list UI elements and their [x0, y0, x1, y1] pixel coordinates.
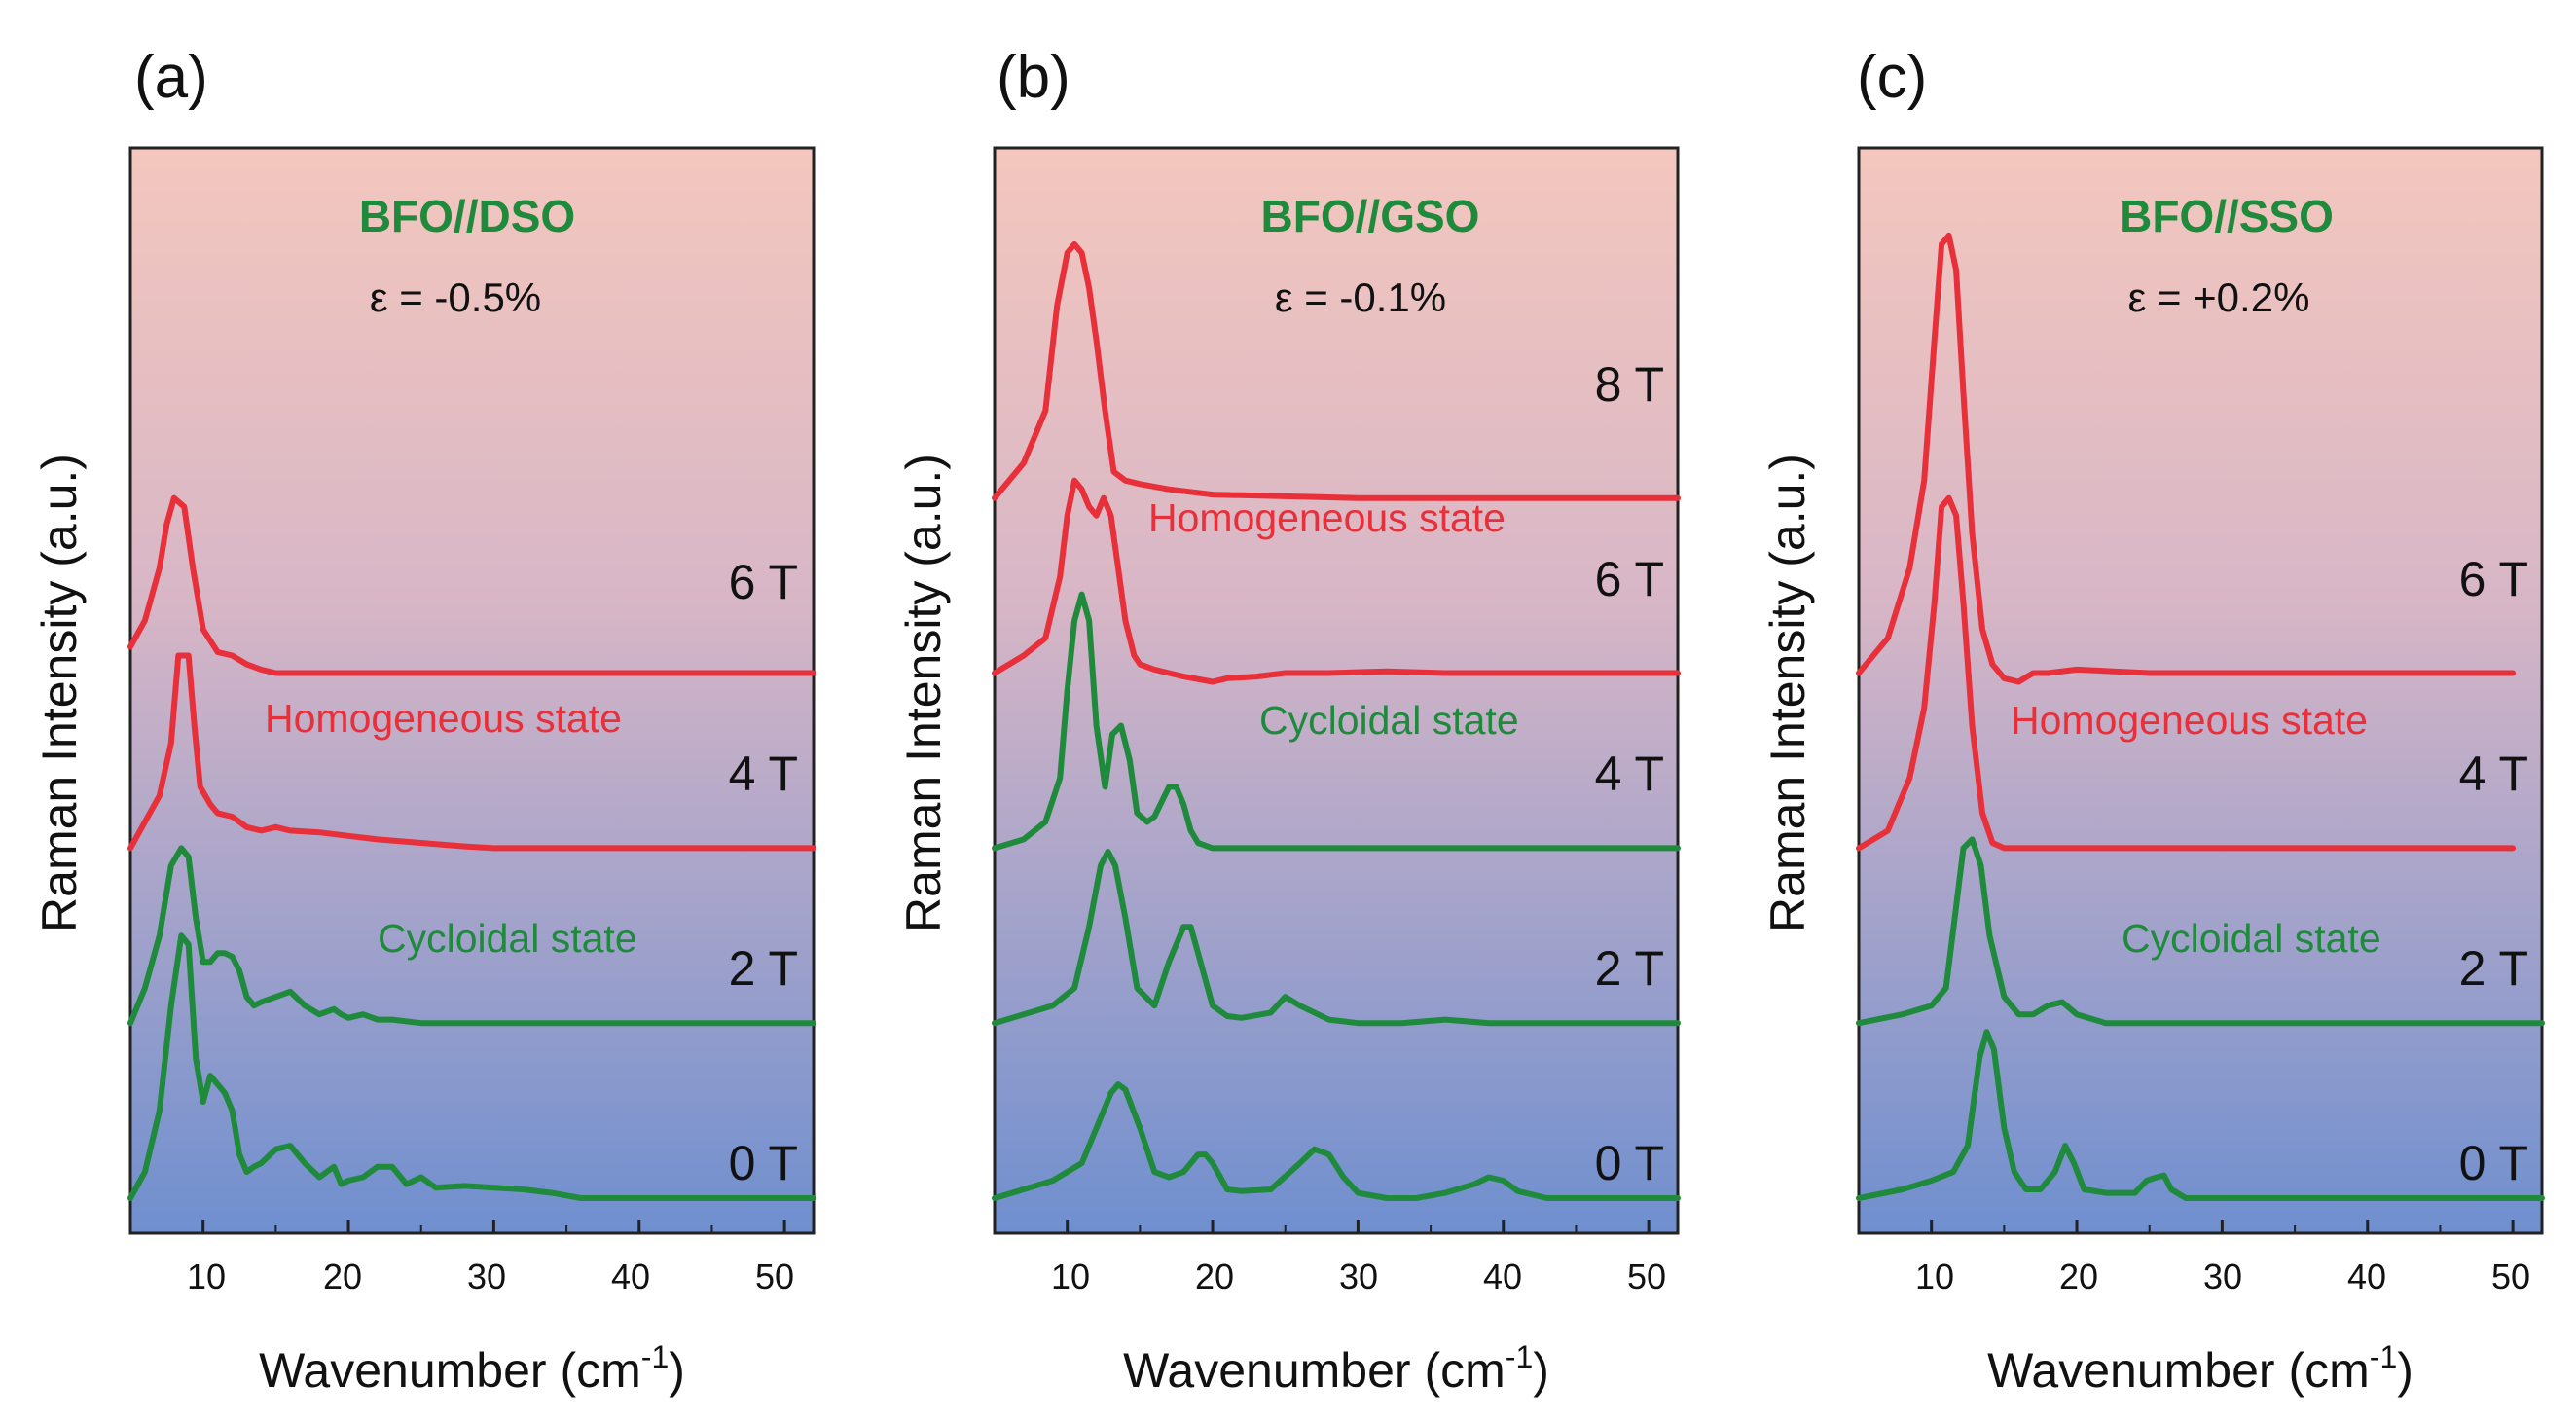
tick-label-c-10: 10	[1915, 1257, 1954, 1296]
y-axis-label-a: Raman Intensity (a.u.)	[32, 454, 87, 932]
tick-label-c-20: 20	[2059, 1257, 2098, 1296]
spectrum-b-2T	[992, 849, 1681, 1027]
tick-label-a-20: 20	[323, 1257, 362, 1296]
spectrum-b-0T	[992, 1081, 1681, 1201]
tick-label-a-10: 10	[187, 1257, 226, 1296]
tick-label-b-10: 10	[1051, 1257, 1090, 1296]
tick-label-a-50: 50	[755, 1257, 794, 1296]
field-label-c-4T: 4 T	[2459, 747, 2528, 801]
cycloidal-state-label-a: Cycloidal state	[378, 916, 637, 961]
field-label-a-2T: 2 T	[729, 941, 798, 996]
spectrum-a-0T	[127, 932, 816, 1201]
spectrum-c-4T	[1856, 494, 2517, 852]
spectrum-a-2T	[127, 845, 816, 1027]
tick-label-c-40: 40	[2347, 1257, 2386, 1296]
y-axis-label-c: Raman Intensity (a.u.)	[1760, 454, 1815, 932]
field-label-b-8T: 8 T	[1595, 357, 1664, 412]
x-axis-label-b: Wavenumber (cm-1)	[1123, 1339, 1549, 1398]
spectrum-b-6T	[992, 477, 1681, 685]
sample-title-b: BFO//GSO	[1261, 191, 1480, 241]
tick-label-b-50: 50	[1627, 1257, 1666, 1296]
field-label-c-0T: 0 T	[2459, 1136, 2528, 1190]
field-label-c-6T: 6 T	[2459, 552, 2528, 606]
spectrum-c-6T	[1856, 232, 2517, 685]
curves-a	[127, 494, 816, 1201]
tick-label-a-40: 40	[611, 1257, 650, 1296]
sample-title-a: BFO//DSO	[359, 191, 575, 241]
plot-area-a	[128, 146, 816, 1235]
curves-c	[1856, 232, 2545, 1201]
x-ticks-c	[1858, 1220, 2515, 1233]
field-label-a-4T: 4 T	[729, 747, 798, 801]
field-label-b-2T: 2 T	[1595, 941, 1664, 996]
x-ticks-b	[994, 1220, 1651, 1233]
cycloidal-state-label-b: Cycloidal state	[1259, 698, 1519, 743]
spectrum-b-8T	[992, 240, 1681, 501]
tick-label-a-30: 30	[467, 1257, 506, 1296]
panel-letter-a: (a)	[134, 44, 208, 111]
x-axis-label-a: Wavenumber (cm-1)	[259, 1339, 685, 1398]
x-ticks-a	[129, 1220, 786, 1233]
homogeneous-state-label-c: Homogeneous state	[2011, 698, 2368, 743]
panel-a: (a) BFO//DSO ε = -0.5% Homogeneous state…	[32, 44, 816, 1398]
panel-b: (b) BFO//GSO ε = -0.1% Homogeneous state…	[896, 44, 1681, 1398]
tick-label-b-40: 40	[1483, 1257, 1522, 1296]
spectrum-c-0T	[1856, 1029, 2545, 1201]
panel-letter-c: (c)	[1857, 44, 1927, 111]
plot-area-b	[993, 146, 1680, 1235]
homogeneous-state-label-a: Homogeneous state	[265, 696, 622, 741]
x-axis-label-c: Wavenumber (cm-1)	[1987, 1339, 2413, 1398]
spectrum-a-6T	[127, 494, 816, 676]
field-label-b-6T: 6 T	[1595, 552, 1664, 606]
homogeneous-state-label-b: Homogeneous state	[1148, 495, 1506, 540]
field-label-a-6T: 6 T	[729, 555, 798, 609]
plot-area-c	[1857, 146, 2544, 1235]
tick-label-b-30: 30	[1339, 1257, 1378, 1296]
panel-letter-b: (b)	[997, 44, 1070, 111]
tick-label-b-20: 20	[1195, 1257, 1234, 1296]
field-label-b-4T: 4 T	[1595, 747, 1664, 801]
field-label-b-0T: 0 T	[1595, 1136, 1664, 1190]
curves-b	[992, 240, 1681, 1201]
spectrum-a-4T	[127, 652, 816, 852]
panel-c: (c) BFO//SSO ε = +0.2% Homogeneous state…	[1760, 44, 2545, 1398]
spectrum-b-4T	[992, 591, 1681, 852]
y-axis-label-b: Raman Intensity (a.u.)	[896, 454, 951, 932]
cycloidal-state-label-c: Cycloidal state	[2122, 916, 2381, 961]
strain-label-b: ε = -0.1%	[1275, 274, 1446, 320]
tick-label-c-50: 50	[2491, 1257, 2530, 1296]
strain-label-a: ε = -0.5%	[370, 274, 541, 320]
tick-label-c-30: 30	[2203, 1257, 2242, 1296]
field-label-a-0T: 0 T	[729, 1136, 798, 1190]
strain-label-c: ε = +0.2%	[2128, 274, 2310, 320]
sample-title-c: BFO//SSO	[2120, 191, 2334, 241]
spectrum-c-2T	[1856, 836, 2545, 1027]
field-label-c-2T: 2 T	[2459, 941, 2528, 996]
